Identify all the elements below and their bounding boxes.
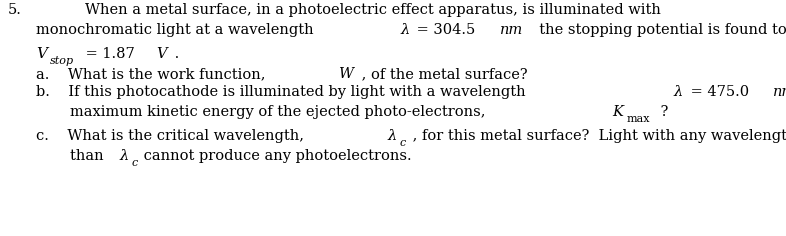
Text: = 475.0: = 475.0 [685,85,754,99]
Text: W: W [338,67,353,81]
Text: monochromatic light at a wavelength: monochromatic light at a wavelength [36,23,318,37]
Text: λ: λ [400,23,410,37]
Text: the stopping potential is found to be: the stopping potential is found to be [530,23,786,37]
Text: maximum kinetic energy of the ejected photo-electrons,: maximum kinetic energy of the ejected ph… [70,105,490,119]
Text: c: c [131,158,138,168]
Text: λ: λ [119,149,129,163]
Text: 5.: 5. [8,3,22,17]
Text: c.    What is the critical wavelength,: c. What is the critical wavelength, [36,129,309,143]
Text: λ: λ [674,85,683,99]
Text: = 1.87: = 1.87 [81,47,140,61]
Text: b.    If this photocathode is illuminated by light with a wavelength: b. If this photocathode is illuminated b… [36,85,531,99]
Text: λ: λ [387,129,397,143]
Text: When a metal surface, in a photoelectric effect apparatus, is illuminated with: When a metal surface, in a photoelectric… [85,3,661,17]
Text: stop: stop [50,56,75,66]
Text: V: V [36,47,47,61]
Text: a.    What is the work function,: a. What is the work function, [36,67,270,81]
Text: max: max [626,114,650,124]
Text: .: . [171,47,180,61]
Text: = 304.5: = 304.5 [412,23,480,37]
Text: , for this metal surface?  Light with any wavelength longer: , for this metal surface? Light with any… [408,129,786,143]
Text: nm: nm [773,85,786,99]
Text: c: c [400,138,406,148]
Text: K: K [612,105,623,119]
Text: V: V [156,47,167,61]
Text: cannot produce any photoelectrons.: cannot produce any photoelectrons. [139,149,412,163]
Text: ?: ? [656,105,669,119]
Text: than: than [70,149,108,163]
Text: , of the metal surface?: , of the metal surface? [358,67,528,81]
Text: nm: nm [500,23,523,37]
